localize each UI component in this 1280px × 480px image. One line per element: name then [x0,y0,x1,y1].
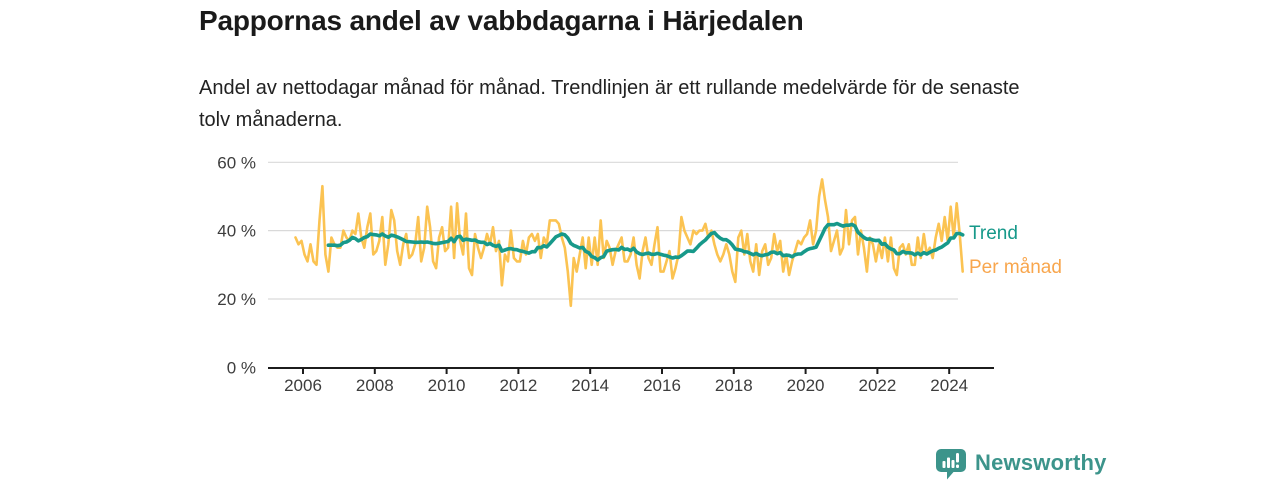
page-subtitle: Andel av nettodagar månad för månad. Tre… [199,77,1020,131]
x-axis-tick-label: 2010 [428,376,466,395]
logo-bar-2 [947,457,950,468]
chart-area: 0 % 20 % 40 % 60 % 2006 2008 2010 2012 2014 2016 2… [0,140,1280,410]
x-axis-tick-label: 2008 [356,376,394,395]
x-axis-tick-label: 2006 [284,376,322,395]
legend-label-monthly: Per månad [969,257,1062,278]
logo-exclamation-dot [956,464,959,468]
y-axis-tick-label: 0 % [227,358,256,377]
trend-line [326,221,965,262]
legend-label-trend: Trend [969,223,1018,244]
y-axis-tick-label: 40 % [217,222,256,241]
logo-exclamation-bar [956,453,959,463]
chart-svg: 0 % 20 % 40 % 60 % 2006 2008 2010 2012 2014 2016 2… [217,153,994,395]
x-axis-tick-label: 2014 [571,376,609,395]
x-axis-tick-label: 2024 [930,376,968,395]
x-axis-tick-label: 2016 [643,376,681,395]
monthly-series-line [294,178,964,308]
x-axis-tick-label: 2020 [787,376,825,395]
logo-bar-1 [942,461,946,468]
page-title: Pappornas andel av vabbdagarna i Härjeda… [199,5,804,36]
header: Pappornas andel av vabbdagarna i Härjeda… [199,0,1099,136]
y-axis-tick-label: 20 % [217,290,256,309]
x-axis-tick-label: 2022 [858,376,896,395]
newsworthy-logo-icon [936,449,966,480]
x-axis-tick-label: 2018 [715,376,753,395]
logo-bar-3 [951,460,955,468]
x-axis-tick-label: 2012 [499,376,537,395]
y-axis-tick-label: 60 % [217,153,256,172]
logo-bubble [936,449,966,480]
brand-name: Newsworthy [975,450,1107,475]
brand-footer: Newsworthy [934,446,1107,480]
